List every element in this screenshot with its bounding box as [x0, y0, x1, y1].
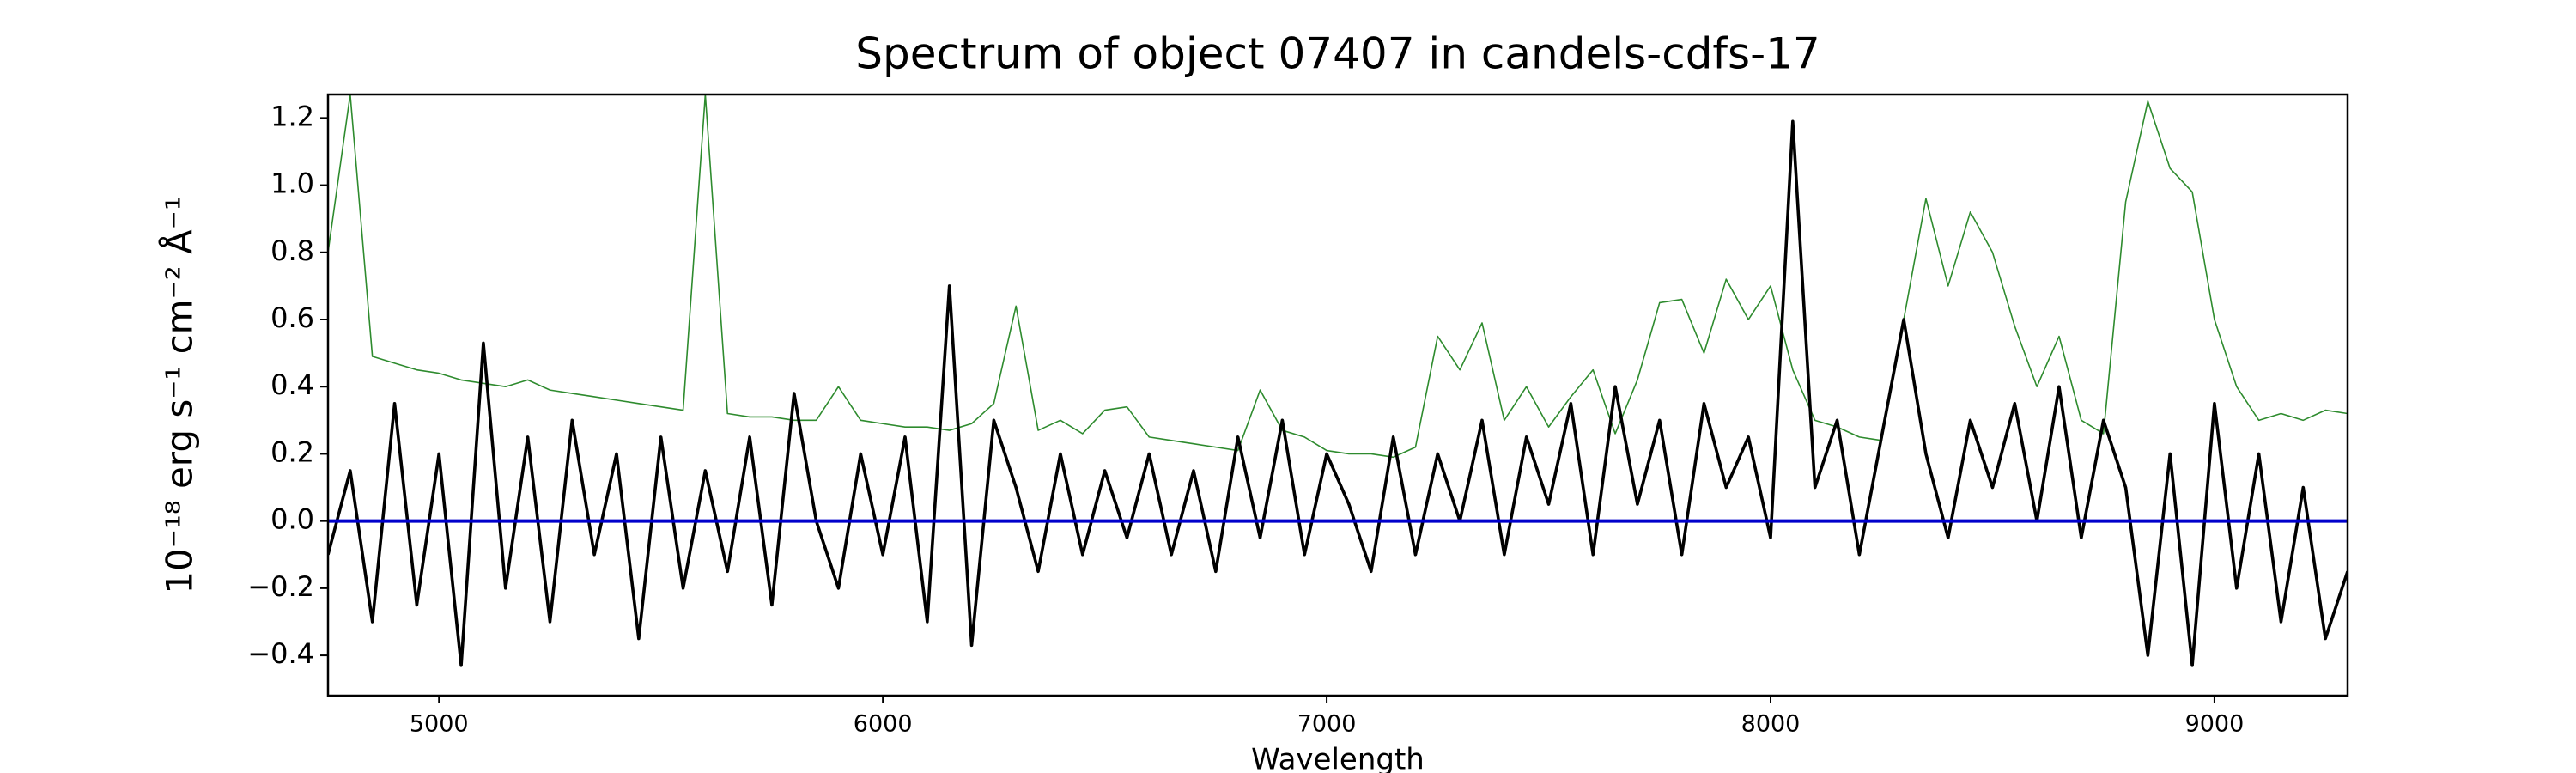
y-tick-label: 0.0 — [270, 503, 314, 536]
y-tick-label: 0.2 — [270, 435, 314, 468]
plot-area — [328, 94, 2348, 667]
x-tick-label: 9000 — [2185, 711, 2245, 738]
y-tick-label: −0.4 — [247, 637, 314, 670]
x-axis-label: Wavelength — [1251, 743, 1425, 773]
x-tick-label: 6000 — [854, 711, 913, 738]
x-tick-label: 7000 — [1297, 711, 1357, 738]
spectrum-line — [328, 94, 2348, 459]
y-tick-label: 0.4 — [270, 368, 314, 401]
spectrum-line — [328, 119, 2348, 667]
chart-title: Spectrum of object 07407 in candels-cdfs… — [855, 29, 1820, 79]
y-tick-label: 0.6 — [270, 301, 314, 334]
y-tick-label: 0.8 — [270, 234, 314, 267]
y-tick-label: 1.0 — [270, 167, 314, 200]
x-tick-label: 8000 — [1741, 711, 1801, 738]
axes-frame — [326, 93, 2349, 697]
x-tick-label: 5000 — [410, 711, 469, 738]
y-axis-label: 10⁻¹⁸ erg s⁻¹ cm⁻² Å⁻¹ — [158, 196, 201, 593]
y-tick-label: −0.2 — [247, 570, 314, 603]
y-tick-label: 1.2 — [270, 100, 314, 132]
